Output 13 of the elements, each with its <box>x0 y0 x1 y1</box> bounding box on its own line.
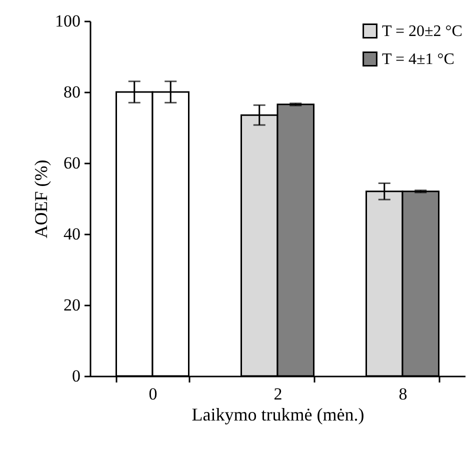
y-tick-label: 80 <box>64 82 80 102</box>
y-axis-title: AOEF (%) <box>31 160 51 238</box>
x-tick-label: 8 <box>398 384 408 404</box>
y-tick-label: 40 <box>64 224 80 244</box>
x-axis-title: Laikymo trukmė (mėn.) <box>192 404 364 424</box>
x-tick-label: 0 <box>148 384 158 404</box>
y-tick-label: 20 <box>64 296 80 314</box>
y-tick-label: 100 <box>55 12 80 30</box>
y-tick-label: 60 <box>64 154 80 172</box>
x-tick-label: 2 <box>274 384 282 404</box>
legend-label: T = 20±2 °C <box>382 23 462 40</box>
legend-label: T = 4±1 °C <box>382 51 454 68</box>
y-tick-label: 0 <box>72 366 80 386</box>
